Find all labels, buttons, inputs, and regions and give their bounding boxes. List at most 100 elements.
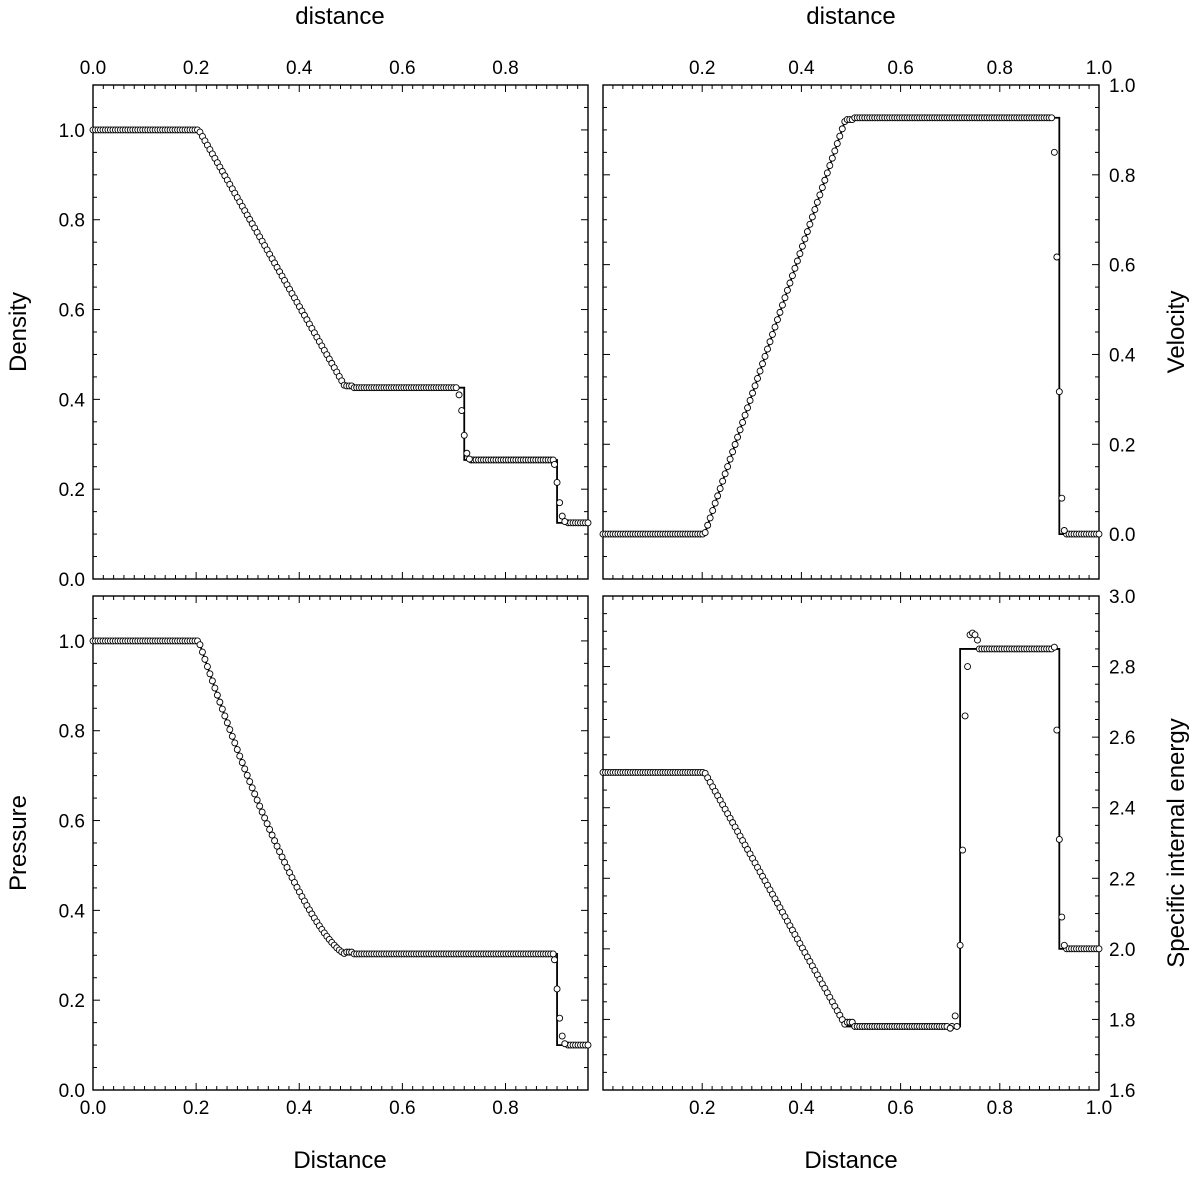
numerical-point-velocity: [731, 441, 739, 448]
y-axis-title-velocity: Velocity: [1163, 291, 1190, 374]
y-tick-label-pressure: 1.0: [59, 632, 85, 653]
numerical-point-velocity: [838, 125, 846, 133]
numerical-point-velocity: [806, 220, 814, 228]
numerical-point-velocity: [749, 389, 756, 397]
numerical-point-density: [553, 479, 561, 486]
numerical-point-pressure: [271, 837, 279, 845]
numerical-point-pressure: [553, 985, 561, 993]
numerical-point-velocity: [736, 426, 744, 434]
x-tick-label-pressure: 0.4: [286, 1098, 313, 1119]
exact-solution-line-pressure: [93, 640, 588, 1046]
y-tick-label-energy: 1.6: [1109, 1081, 1135, 1102]
numerical-point-pressure: [273, 842, 281, 850]
y-axis-title-pressure: Pressure: [5, 795, 32, 891]
numerical-point-energy: [951, 1012, 959, 1020]
numerical-point-pressure: [236, 752, 244, 760]
x-tick-label-energy: 0.2: [689, 1098, 715, 1119]
numerical-point-pressure: [198, 648, 206, 656]
x-tick-label-density: 0.6: [389, 58, 415, 79]
numerical-point-velocity: [706, 514, 714, 522]
numerical-point-velocity: [788, 272, 796, 280]
numerical-point-pressure: [233, 746, 241, 753]
panel-frame-energy: [602, 595, 1100, 1091]
numerical-point-velocity: [786, 279, 794, 287]
numerical-point-energy: [959, 846, 967, 854]
y-tick-label-density: 0.4: [59, 390, 86, 411]
numerical-point-velocity: [831, 147, 839, 155]
numerical-point-pressure: [549, 950, 557, 958]
numerical-point-pressure: [256, 802, 264, 810]
numerical-point-velocity: [741, 411, 749, 419]
y-tick-label-energy: 2.4: [1109, 799, 1136, 820]
numerical-point-pressure: [258, 808, 266, 816]
numerical-point-pressure: [266, 826, 274, 833]
y-tick-label-pressure: 0.8: [59, 722, 85, 743]
x-tick-label-density: 0.4: [286, 58, 313, 79]
numerical-point-density: [452, 384, 460, 392]
numerical-point-velocity: [836, 132, 844, 140]
numerical-point-velocity: [759, 360, 766, 368]
numerical-point-energy: [974, 636, 981, 644]
x-tick-label-pressure: 0.0: [80, 1098, 106, 1119]
numerical-point-velocity: [1055, 388, 1063, 396]
numerical-point-velocity: [1053, 253, 1061, 261]
numerical-point-velocity: [828, 154, 836, 162]
y-tick-label-energy: 1.8: [1109, 1010, 1135, 1031]
numerical-point-pressure: [211, 684, 219, 692]
numerical-point-velocity: [833, 140, 841, 148]
numerical-point-velocity: [704, 521, 712, 529]
x-tick-label-pressure: 0.6: [389, 1098, 415, 1119]
numerical-point-velocity: [776, 308, 784, 316]
numerical-point-density: [460, 431, 468, 439]
numerical-point-velocity: [798, 242, 806, 250]
bottom-axis-title-left: Distance: [293, 1147, 386, 1172]
numerical-point-velocity: [1060, 527, 1068, 534]
numerical-point-velocity: [774, 316, 781, 324]
numerical-point-velocity: [739, 419, 747, 426]
x-tick-label-density: 0.8: [492, 58, 518, 79]
exact-solution-line-velocity: [603, 116, 1099, 535]
y-tick-label-pressure: 0.4: [59, 901, 86, 922]
numerical-point-pressure: [556, 1014, 564, 1022]
numerical-point-velocity: [756, 367, 764, 375]
numerical-point-pressure: [238, 759, 246, 766]
y-tick-label-density: 0.2: [59, 480, 85, 501]
numerical-point-velocity: [754, 374, 761, 382]
y-tick-label-energy: 2.8: [1109, 658, 1135, 679]
numerical-point-velocity: [793, 257, 801, 265]
panel-frame-velocity: [602, 84, 1100, 580]
numerical-point-velocity: [791, 264, 799, 272]
numerical-point-velocity: [779, 301, 786, 309]
x-tick-label-velocity: 0.4: [788, 58, 815, 79]
y-tick-label-energy: 3.0: [1109, 587, 1135, 608]
numerical-point-velocity: [724, 463, 732, 470]
y-tick-label-velocity: 1.0: [1109, 76, 1135, 97]
numerical-point-pressure: [268, 831, 276, 839]
numerical-point-velocity: [729, 448, 737, 456]
y-tick-label-energy: 2.0: [1109, 940, 1135, 961]
y-axis-title-density: Density: [5, 292, 32, 372]
numerical-point-pressure: [208, 677, 216, 685]
numerical-point-pressure: [228, 732, 236, 740]
numerical-point-energy: [1055, 836, 1063, 843]
numerical-point-density: [584, 519, 592, 527]
numerical-point-pressure: [561, 1040, 569, 1048]
numerical-point-energy: [1060, 941, 1068, 949]
numerical-point-pressure: [253, 796, 261, 804]
x-tick-label-energy: 0.8: [987, 1098, 1013, 1119]
numerical-point-velocity: [751, 382, 759, 390]
panel-frame-pressure: [92, 595, 589, 1091]
numerical-point-velocity: [801, 235, 809, 243]
numerical-point-velocity: [823, 169, 831, 177]
numerical-point-velocity: [781, 294, 789, 302]
numerical-point-density: [458, 407, 466, 415]
numerical-point-density: [463, 449, 471, 457]
numerical-point-pressure: [551, 956, 558, 964]
numerical-point-velocity: [1048, 114, 1056, 122]
numerical-point-energy: [1053, 726, 1061, 734]
numerical-point-velocity: [721, 470, 729, 478]
exact-solution-line-energy: [603, 648, 1099, 1028]
numerical-point-energy: [964, 663, 972, 671]
numerical-point-velocity: [719, 477, 727, 485]
numerical-point-pressure: [218, 705, 226, 713]
